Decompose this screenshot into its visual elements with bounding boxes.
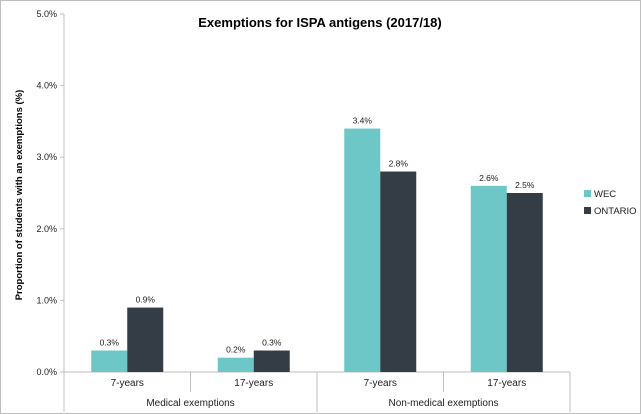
bar-ontario <box>253 350 290 372</box>
data-label: 3.4% <box>353 116 373 126</box>
bar-ontario <box>380 171 417 372</box>
data-label: 0.2% <box>226 345 246 355</box>
data-label: 0.9% <box>136 295 156 305</box>
data-label: 2.6% <box>479 173 499 183</box>
bar-wec <box>344 128 381 372</box>
y-tick-label: 1.0% <box>36 295 57 305</box>
legend-label: WEC <box>594 189 616 200</box>
axes: 0.0% 1.0% 2.0% 3.0% 4.0% 5.0% 7-years 17-years 7… <box>36 9 571 412</box>
y-tick-label: 3.0% <box>36 152 57 162</box>
y-tick-label: 0.0% <box>36 367 57 377</box>
y-tick-label: 4.0% <box>36 81 57 91</box>
legend-swatch <box>584 207 591 214</box>
group-label: Medical exemptions <box>146 398 234 409</box>
category-label: 7-years <box>364 378 397 389</box>
category-label: 17-years <box>234 378 273 389</box>
group-label: Non-medical exemptions <box>388 398 498 409</box>
legend-label: ONTARIO <box>594 206 637 217</box>
bar-ontario <box>127 307 164 372</box>
bar-wec <box>470 185 507 372</box>
data-labels: 0.3% 0.2% 3.4% 2.6% 0.9% 0.3% 2.8% 2.5% <box>100 116 535 355</box>
category-label: 7-years <box>111 378 144 389</box>
y-tick-label: 2.0% <box>36 224 57 234</box>
bar-wec <box>91 350 128 372</box>
data-label: 2.5% <box>515 180 535 190</box>
data-label: 0.3% <box>262 338 282 348</box>
legend: WEC ONTARIO <box>584 189 637 217</box>
data-label: 2.8% <box>389 159 409 169</box>
legend-swatch <box>584 190 591 197</box>
chart-title: Exemptions for ISPA antigens (2017/18) <box>198 15 441 30</box>
bar-wec <box>217 357 254 372</box>
bars <box>91 128 543 372</box>
y-tick-label: 5.0% <box>36 9 57 19</box>
data-label: 0.3% <box>100 338 120 348</box>
category-label: 17-years <box>487 378 526 389</box>
bar-ontario <box>506 193 543 372</box>
y-axis-label: Proportion of students with an exemption… <box>14 90 25 301</box>
